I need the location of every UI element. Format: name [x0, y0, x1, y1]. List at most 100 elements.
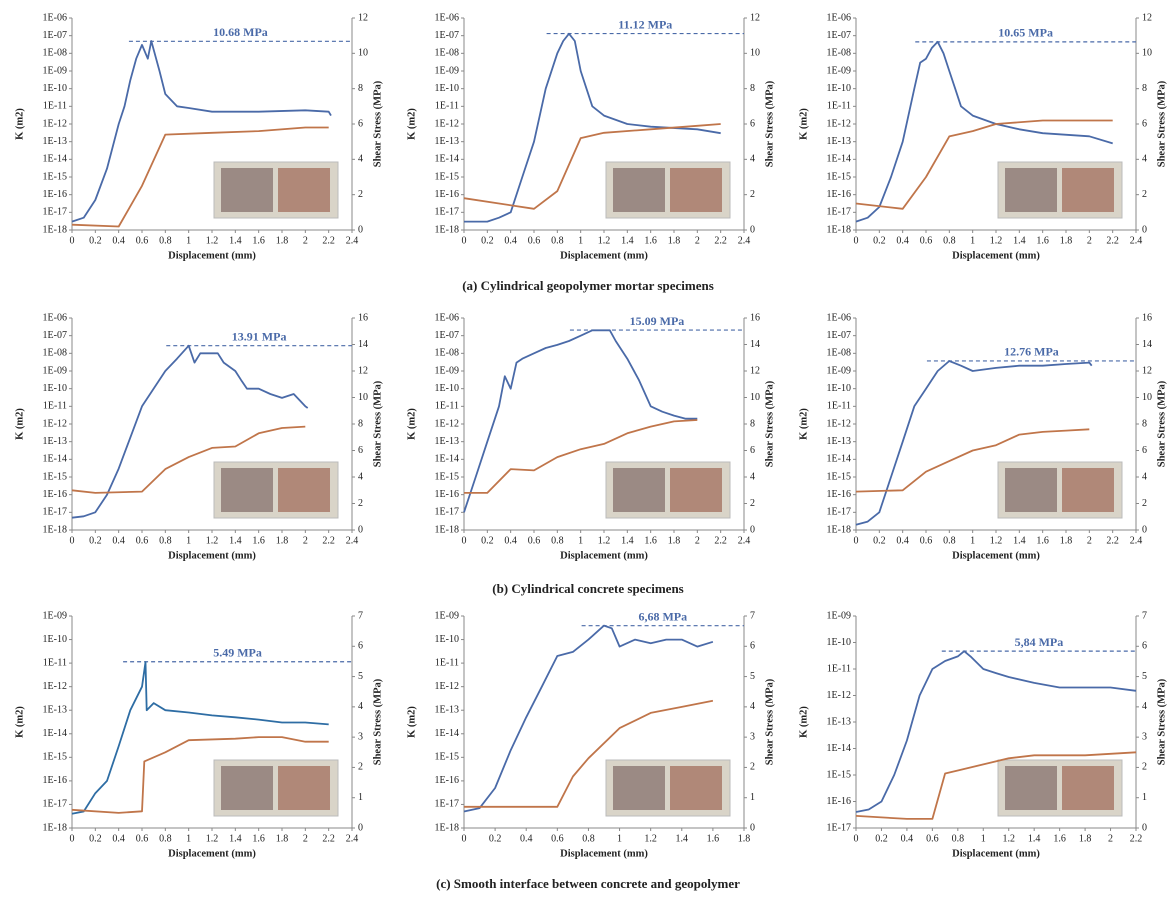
- specimen-photo: [278, 468, 330, 512]
- y2-tick-label: 5: [1142, 671, 1147, 682]
- x-tick-label: 1.4: [621, 235, 634, 246]
- x-tick-label: 0.4: [112, 833, 125, 844]
- x-tick-label: 1.8: [738, 833, 751, 844]
- x-axis-label: Displacement (mm): [952, 550, 1040, 561]
- peak-label: 11.12 MPa: [618, 17, 672, 31]
- y-tick-label: 1E-16: [827, 489, 851, 500]
- specimen-photo: [613, 168, 665, 212]
- y-tick-label: 1E-17: [435, 799, 459, 810]
- x-tick-label: 1.6: [707, 833, 720, 844]
- caption: (b) Cylindrical concrete specimens: [492, 581, 683, 596]
- x-tick-label: 1.6: [1053, 833, 1066, 844]
- y-tick-label: 1E-07: [43, 330, 67, 341]
- specimen-photo: [1062, 468, 1114, 512]
- x-tick-label: 2: [1087, 235, 1092, 246]
- y-tick-label: 1E-18: [827, 524, 851, 535]
- x-tick-label: 1: [186, 235, 191, 246]
- y-tick-label: 1E-13: [43, 436, 67, 447]
- data-line: [71, 40, 332, 223]
- y-tick-label: 1E-10: [43, 383, 67, 394]
- x-tick-label: 0.2: [481, 535, 494, 546]
- y2-axis-label: Shear Stress (MPa): [764, 380, 775, 467]
- y2-tick-label: 12: [358, 12, 368, 23]
- y2-tick-label: 4: [358, 701, 363, 712]
- data-line: [71, 344, 309, 519]
- y-tick-label: 1E-10: [827, 383, 851, 394]
- y-tick-label: 1E-18: [827, 224, 851, 235]
- y-tick-label: 1E-08: [827, 348, 851, 359]
- y2-tick-label: 8: [1142, 418, 1147, 429]
- y-tick-label: 1E-09: [827, 365, 851, 376]
- y-tick-label: 1E-15: [435, 752, 459, 763]
- x-axis-label: Displacement (mm): [168, 250, 256, 261]
- y2-tick-label: 8: [750, 83, 755, 94]
- x-axis-label: Displacement (mm): [560, 848, 648, 859]
- y2-tick-label: 6: [750, 641, 755, 652]
- y-tick-label: 1E-08: [43, 348, 67, 359]
- y2-tick-label: 6: [358, 641, 363, 652]
- x-tick-label: 0.2: [89, 235, 102, 246]
- y2-tick-label: 8: [1142, 83, 1147, 94]
- x-tick-label: 1: [578, 235, 583, 246]
- y-tick-label: 1E-06: [435, 12, 459, 23]
- data-line: [855, 650, 1137, 813]
- y2-tick-label: 6: [1142, 445, 1147, 456]
- x-tick-label: 1: [186, 535, 191, 546]
- data-line: [71, 736, 329, 814]
- y2-tick-label: 1: [1142, 792, 1147, 803]
- specimen-photo: [670, 168, 722, 212]
- y-tick-label: 1E-13: [435, 436, 459, 447]
- x-tick-label: 1.2: [206, 235, 219, 246]
- x-tick-label: 0.6: [528, 235, 541, 246]
- x-axis-label: Displacement (mm): [168, 848, 256, 859]
- y2-tick-label: 6: [358, 118, 363, 129]
- specimen-photo: [221, 766, 273, 810]
- y-tick-label: 1E-15: [435, 471, 459, 482]
- x-tick-label: 0.6: [920, 535, 933, 546]
- y2-tick-label: 0: [358, 224, 363, 235]
- y-tick-label: 1E-16: [43, 189, 67, 200]
- y2-tick-label: 12: [750, 12, 760, 23]
- y2-tick-label: 4: [750, 701, 755, 712]
- specimen-photo: [221, 468, 273, 512]
- x-tick-label: 0.2: [89, 833, 102, 844]
- x-tick-label: 2: [1087, 535, 1092, 546]
- x-tick-label: 2.4: [346, 833, 359, 844]
- x-tick-label: 0: [462, 235, 467, 246]
- y-axis-label: K (m2): [406, 408, 417, 440]
- y2-tick-label: 14: [750, 339, 760, 350]
- x-tick-label: 2.2: [1130, 833, 1143, 844]
- y-tick-label: 1E-12: [827, 118, 851, 129]
- y2-tick-label: 3: [358, 731, 363, 742]
- y2-tick-label: 10: [750, 392, 760, 403]
- x-tick-label: 1.2: [990, 535, 1003, 546]
- x-tick-label: 1.8: [276, 535, 289, 546]
- y2-tick-label: 7: [358, 610, 363, 621]
- data-line: [855, 40, 1113, 223]
- x-tick-label: 1.2: [644, 833, 657, 844]
- y-tick-label: 1E-17: [43, 207, 67, 218]
- x-tick-label: 2.2: [322, 535, 335, 546]
- y-tick-label: 1E-14: [435, 728, 459, 739]
- y-tick-label: 1E-06: [827, 12, 851, 23]
- y-tick-label: 1E-13: [43, 705, 67, 716]
- y2-tick-label: 2: [1142, 189, 1147, 200]
- y-tick-label: 1E-17: [435, 207, 459, 218]
- x-tick-label: 2.4: [738, 235, 751, 246]
- caption: (c) Smooth interface between concrete an…: [436, 876, 740, 891]
- y2-tick-label: 6: [750, 445, 755, 456]
- data-line: [463, 123, 721, 210]
- x-tick-label: 0.4: [896, 235, 909, 246]
- y-tick-label: 1E-17: [43, 507, 67, 518]
- y-tick-label: 1E-07: [827, 330, 851, 341]
- y-tick-label: 1E-17: [43, 799, 67, 810]
- chart-panel: 1E-18 1E-17 1E-16 1E-15 1E-14 1E-13 1E-12 1E-11…: [406, 12, 775, 261]
- x-tick-label: 1.8: [276, 235, 289, 246]
- y-tick-label: 1E-15: [43, 171, 67, 182]
- y-tick-label: 1E-12: [827, 690, 851, 701]
- y2-tick-label: 0: [1142, 224, 1147, 235]
- y-axis-label: K (m2): [14, 108, 25, 140]
- y-tick-label: 1E-16: [435, 189, 459, 200]
- specimen-photo: [670, 766, 722, 810]
- x-tick-label: 2.2: [1106, 235, 1119, 246]
